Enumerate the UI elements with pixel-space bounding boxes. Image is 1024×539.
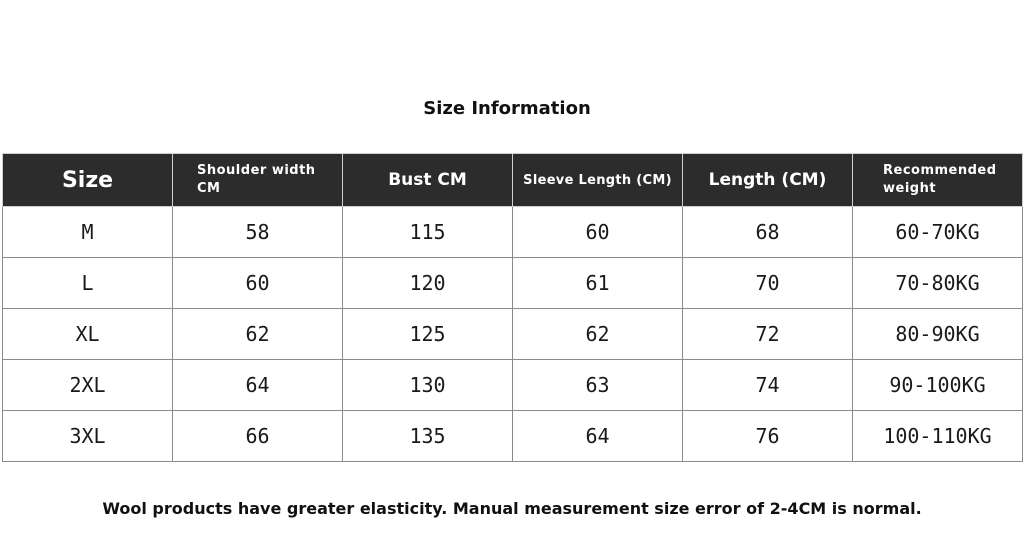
cell-bust: 135 (342, 410, 513, 462)
cell-shoulder-width: 64 (172, 359, 343, 411)
cell-recommended-weight: 70-80KG (852, 257, 1023, 309)
cell-sleeve-length: 63 (512, 359, 683, 411)
cell-length: 70 (682, 257, 853, 309)
table-row: 3XL 66 135 64 76 100-110KG (2, 410, 1023, 462)
cell-length: 76 (682, 410, 853, 462)
cell-recommended-weight: 90-100KG (852, 359, 1023, 411)
cell-bust: 115 (342, 206, 513, 258)
cell-bust: 120 (342, 257, 513, 309)
cell-size: L (2, 257, 173, 309)
cell-length: 68 (682, 206, 853, 258)
cell-size: 2XL (2, 359, 173, 411)
cell-sleeve-length: 60 (512, 206, 683, 258)
cell-recommended-weight: 80-90KG (852, 308, 1023, 360)
table-row: L 60 120 61 70 70-80KG (2, 257, 1023, 309)
measurement-note: Wool products have greater elasticity. M… (102, 499, 922, 518)
cell-length: 74 (682, 359, 853, 411)
cell-shoulder-width: 62 (172, 308, 343, 360)
cell-recommended-weight: 100-110KG (852, 410, 1023, 462)
cell-sleeve-length: 64 (512, 410, 683, 462)
column-header-shoulder-width: Shoulder width CM (172, 153, 343, 207)
cell-bust: 125 (342, 308, 513, 360)
column-header-length: Length (CM) (682, 153, 853, 207)
cell-sleeve-length: 62 (512, 308, 683, 360)
cell-size: 3XL (2, 410, 173, 462)
cell-shoulder-width: 58 (172, 206, 343, 258)
cell-sleeve-length: 61 (512, 257, 683, 309)
column-header-recommended-weight: Recommended weight (852, 153, 1023, 207)
cell-size: M (2, 206, 173, 258)
cell-bust: 130 (342, 359, 513, 411)
column-header-size: Size (2, 153, 173, 207)
table-row: M 58 115 60 68 60-70KG (2, 206, 1023, 258)
column-header-sleeve-length: Sleeve Length (CM) (512, 153, 683, 207)
cell-size: XL (2, 308, 173, 360)
cell-shoulder-width: 60 (172, 257, 343, 309)
cell-recommended-weight: 60-70KG (852, 206, 1023, 258)
column-header-bust: Bust CM (342, 153, 513, 207)
table-header-row: Size Shoulder width CM Bust CM Sleeve Le… (2, 153, 1023, 207)
page-title: Size Information (423, 98, 591, 119)
cell-shoulder-width: 66 (172, 410, 343, 462)
table-row: 2XL 64 130 63 74 90-100KG (2, 359, 1023, 411)
size-chart-table: Size Shoulder width CM Bust CM Sleeve Le… (2, 153, 1023, 462)
cell-length: 72 (682, 308, 853, 360)
table-row: XL 62 125 62 72 80-90KG (2, 308, 1023, 360)
